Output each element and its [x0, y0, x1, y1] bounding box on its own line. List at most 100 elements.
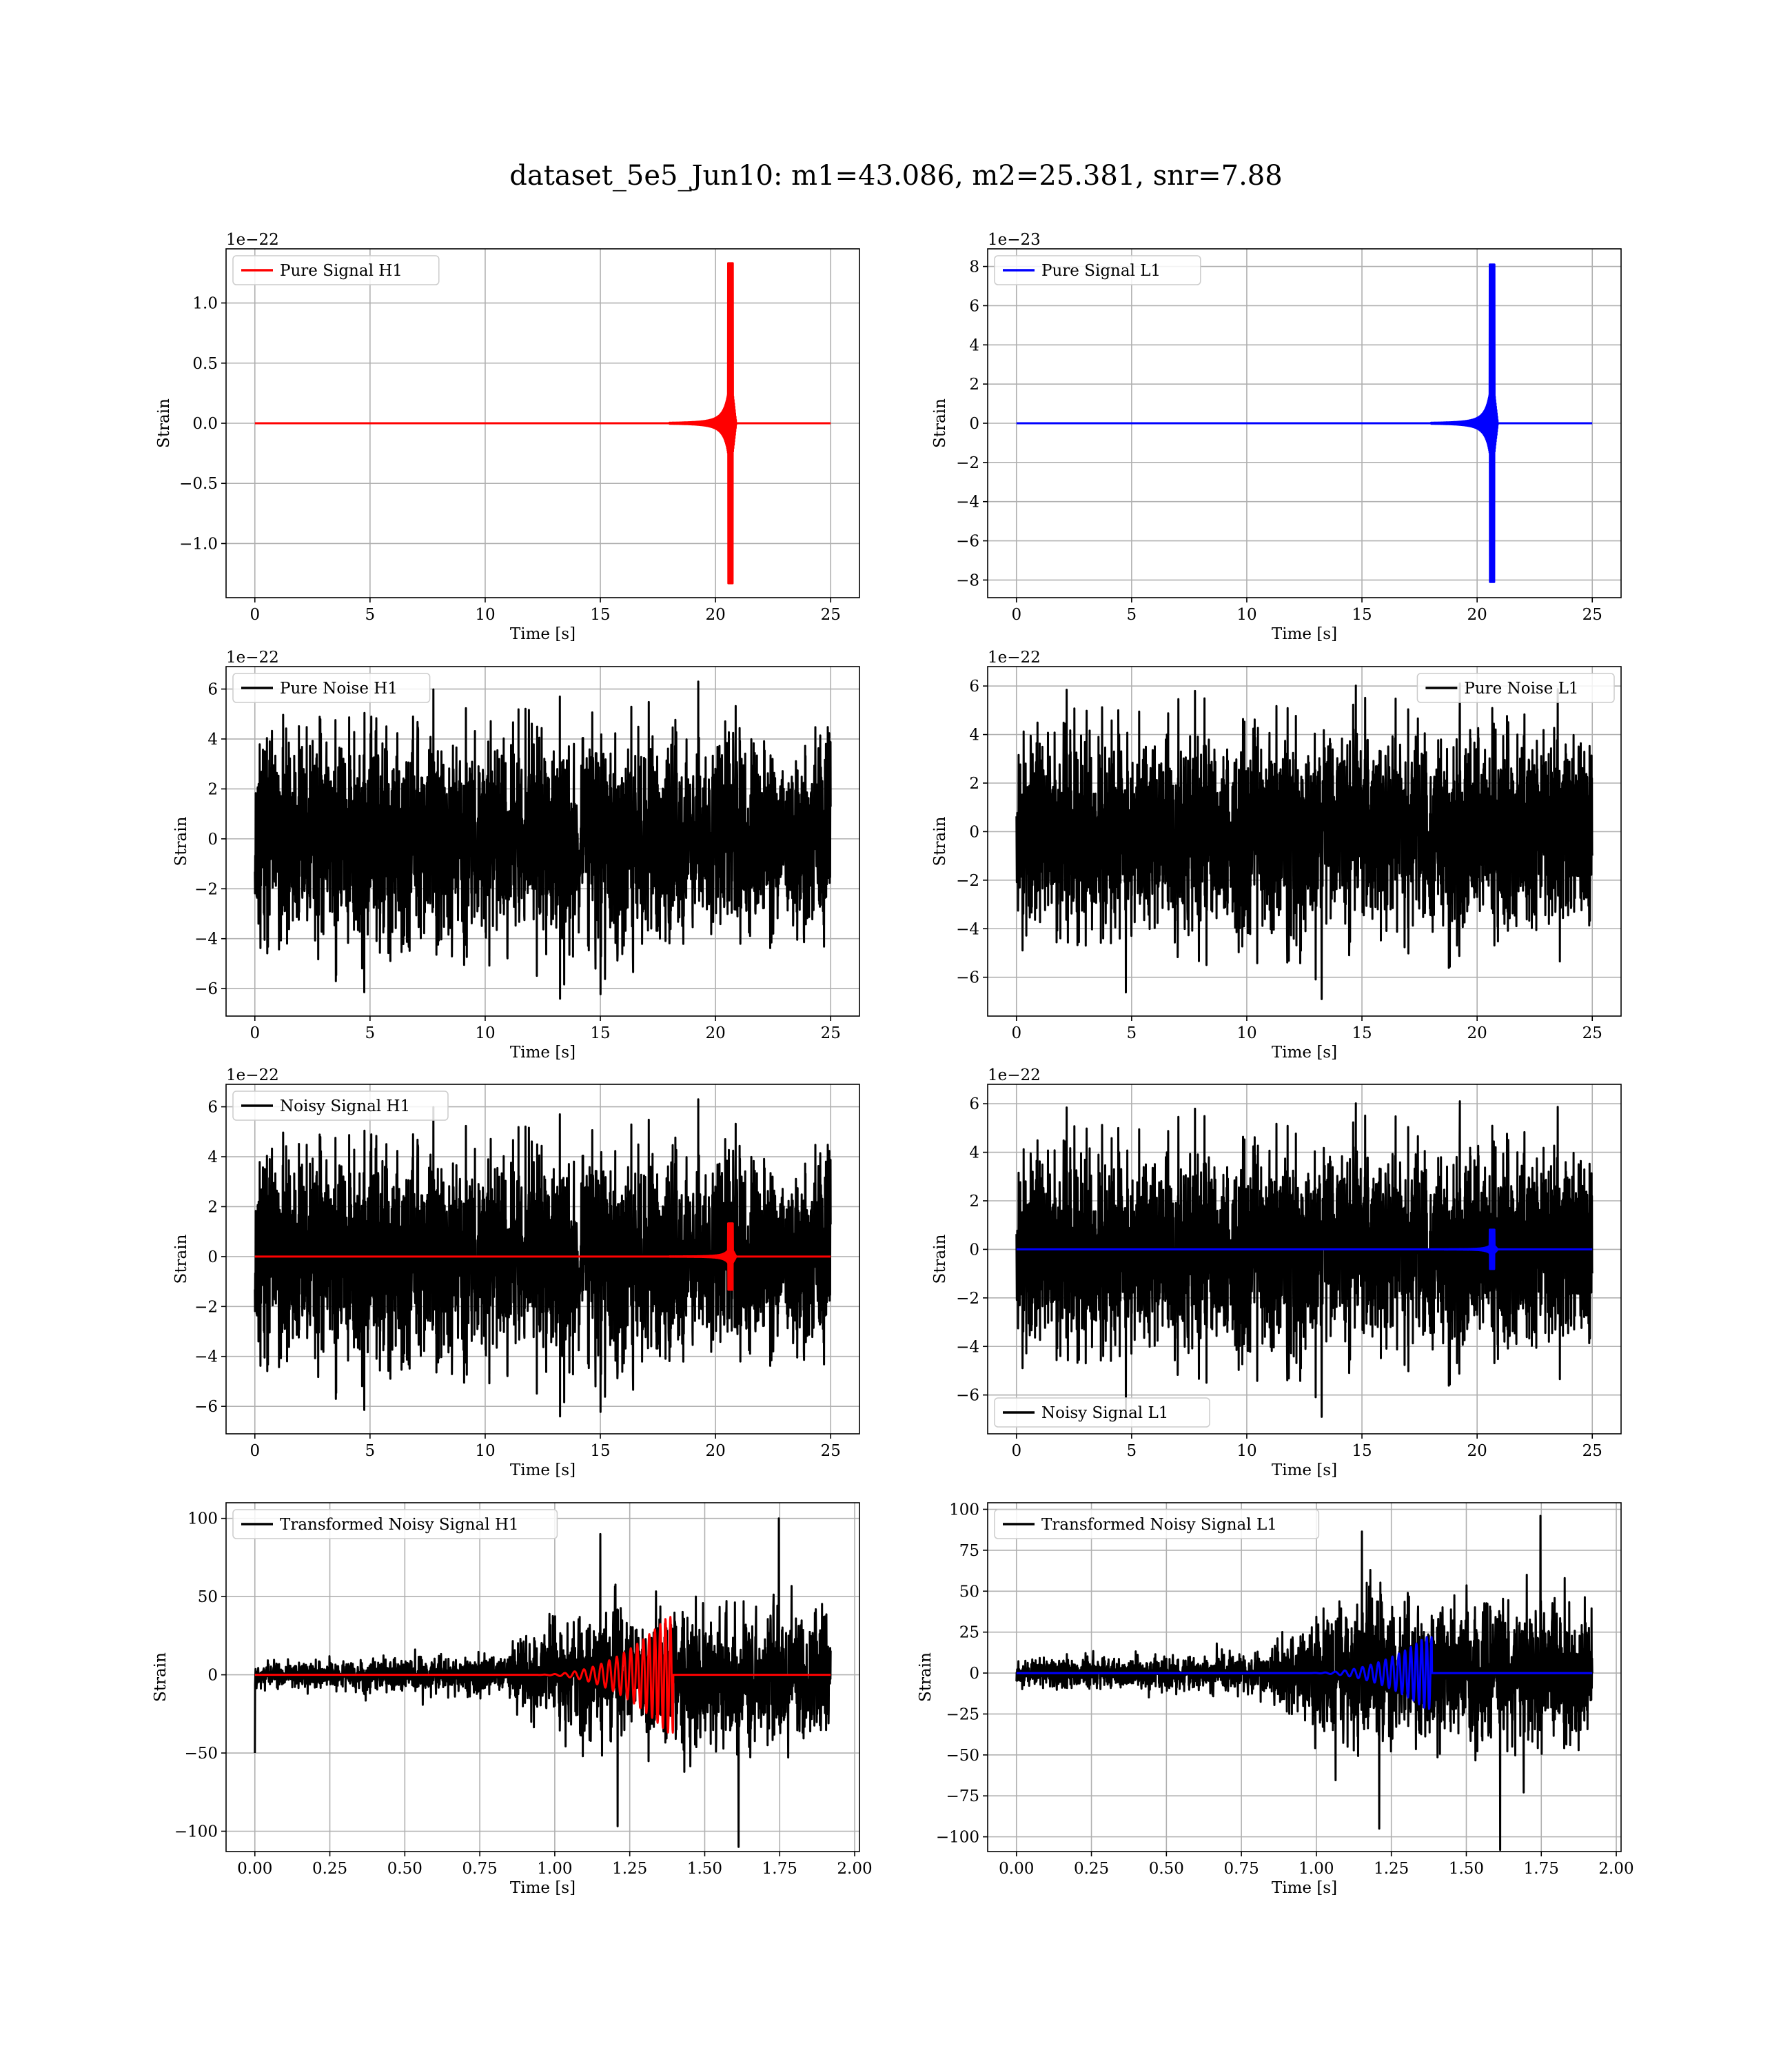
axes-frame [987, 1502, 1622, 1852]
y-tick-label: −25 [946, 1705, 979, 1723]
legend-box [232, 1091, 449, 1121]
legend: Pure Noise L1 [1416, 673, 1615, 703]
series-line-pure-noise-l1-0 [1015, 682, 1594, 1000]
y-tick-label: −6 [956, 533, 979, 551]
x-tick-label: 1.50 [687, 1860, 722, 1878]
y-tick-label: −8 [956, 571, 979, 589]
axes-frame [987, 666, 1622, 1017]
x-tick-label: 15 [1352, 1024, 1372, 1042]
y-axis-label: Strain [917, 1652, 935, 1702]
x-tick-label: 10 [1236, 606, 1256, 624]
y-tick-label: −4 [956, 920, 979, 938]
y-tick-label: 4 [969, 336, 979, 354]
legend-box [994, 1509, 1320, 1539]
x-tick-label: 5 [365, 1442, 376, 1460]
x-tick-label: 1.75 [1524, 1860, 1559, 1878]
panel-pure-noise-h1: 0 5 10 15 20 25 −6 −4 −2 0 2 4 6 Time [s] Strain 1e−22P… [172, 649, 860, 1062]
y-tick-label: 0 [207, 1248, 218, 1266]
y-tick-label: −0.5 [179, 475, 218, 493]
y-axis-label: Strain [931, 1234, 949, 1284]
x-tick-label: 2.00 [1598, 1860, 1633, 1878]
series-line-noisy-signal-l1-1 [1015, 1228, 1594, 1270]
x-axis-label: Time [s] [1272, 1879, 1337, 1897]
y-tick-label: 6 [969, 297, 979, 315]
series-line-transformed-noisy-signal-l1-1 [1015, 1636, 1594, 1710]
y-offset-label: 1e−22 [226, 1066, 279, 1084]
x-tick-label: 5 [365, 1024, 376, 1042]
y-tick-label: 2 [969, 376, 979, 394]
series-line-noisy-signal-h1-1 [254, 1222, 832, 1291]
series-line-noisy-signal-l1-0 [1015, 1100, 1594, 1418]
x-tick-label: 0 [250, 1024, 260, 1042]
x-tick-label: 0 [250, 1442, 260, 1460]
y-tick-label: −2 [956, 454, 979, 472]
x-tick-label: 0 [1011, 1024, 1021, 1042]
legend-box [994, 1397, 1210, 1428]
x-tick-label: 15 [590, 1442, 610, 1460]
legend-box [232, 1509, 558, 1539]
series-line-pure-signal-l1-0 [1015, 263, 1594, 583]
x-tick-label: 20 [1467, 606, 1487, 624]
x-tick-label: 20 [705, 1442, 725, 1460]
axes-frame [225, 1084, 860, 1435]
x-tick-label: 25 [821, 1024, 841, 1042]
y-tick-label: 6 [207, 681, 218, 699]
x-tick-label: 25 [1582, 606, 1602, 624]
legend-label: Transformed Noisy Signal L1 [1041, 1516, 1277, 1534]
series-line-transformed-noisy-signal-h1-0 [254, 1517, 832, 1848]
x-tick-label: 0.50 [387, 1860, 422, 1878]
y-tick-label: 0.5 [192, 355, 218, 373]
panel-noisy-signal-l1: 0 5 10 15 20 25 −6 −4 −2 0 2 4 6 Time [s] Strain 1e−22 N… [931, 1066, 1622, 1479]
y-tick-label: 0 [969, 415, 979, 433]
y-tick-label: 2 [969, 775, 979, 793]
y-tick-label: 6 [207, 1099, 218, 1117]
y-tick-label: 0 [207, 831, 218, 849]
x-axis-label: Time [s] [510, 1044, 576, 1062]
x-axis-label: Time [s] [1272, 1044, 1337, 1062]
legend: Transformed Noisy Signal H1 [232, 1509, 558, 1539]
x-tick-label: 1.00 [1299, 1860, 1334, 1878]
series-line-pure-noise-h1-0 [254, 680, 832, 1000]
y-tick-label: 2 [969, 1193, 979, 1210]
x-tick-label: 10 [475, 606, 495, 624]
x-tick-label: 0.25 [1074, 1860, 1109, 1878]
x-tick-label: 1.25 [612, 1860, 647, 1878]
y-tick-label: 6 [969, 1095, 979, 1113]
y-tick-label: −4 [194, 1348, 218, 1366]
y-tick-label: −75 [946, 1787, 979, 1805]
y-axis-label: Strain [172, 1234, 190, 1284]
x-axis-label: Time [s] [1272, 625, 1337, 643]
legend-box [994, 255, 1201, 285]
y-offset-label: 1e−22 [226, 649, 279, 667]
y-tick-label: 1.0 [192, 295, 218, 313]
y-tick-label: −6 [194, 980, 218, 998]
y-tick-label: 75 [959, 1542, 979, 1560]
y-tick-label: 4 [207, 731, 218, 749]
legend: Noisy Signal H1 [232, 1091, 449, 1121]
y-tick-label: −2 [194, 1298, 218, 1316]
legend: Transformed Noisy Signal L1 [994, 1509, 1320, 1539]
panel-pure-noise-l1: 0 5 10 15 20 25 −6 −4 −2 0 2 4 6 Time [s] Strain 1e−22 P… [931, 649, 1622, 1062]
y-tick-label: 2 [207, 1198, 218, 1216]
x-tick-label: 0 [1011, 1442, 1021, 1460]
x-tick-label: 20 [1467, 1024, 1487, 1042]
series-line-transformed-noisy-signal-l1-0 [1015, 1514, 1594, 1852]
y-tick-label: 8 [969, 258, 979, 276]
x-tick-label: 1.25 [1374, 1860, 1409, 1878]
x-tick-label: 15 [590, 606, 610, 624]
panel-pure-signal-l1: 0 5 10 15 20 25 −8 −6 −4 −2 0 2 4 6 8 Time [s] Strain 1e−… [931, 231, 1622, 643]
y-offset-label: 1e−22 [226, 231, 279, 249]
x-tick-label: 0 [250, 606, 260, 624]
x-tick-label: 1.50 [1449, 1860, 1484, 1878]
y-tick-label: 6 [969, 678, 979, 696]
x-tick-label: 10 [1236, 1442, 1256, 1460]
y-axis-label: Strain [155, 398, 173, 448]
legend-label: Pure Noise H1 [280, 680, 398, 698]
x-tick-label: 25 [821, 1442, 841, 1460]
legend-label: Pure Signal H1 [280, 262, 403, 280]
y-axis-label: Strain [931, 816, 949, 866]
panel-transformed-noisy-signal-h1: 0.00 0.25 0.50 0.75 1.00 1.25 1.50 1.75 2.00 −100… [152, 1502, 873, 1897]
x-tick-label: 0.00 [237, 1860, 272, 1878]
panel-noisy-signal-h1: 0 5 10 15 20 25 −6 −4 −2 0 2 4 6 Time [s] Strain 1e−22N… [172, 1066, 860, 1479]
y-tick-label: 100 [187, 1510, 218, 1528]
